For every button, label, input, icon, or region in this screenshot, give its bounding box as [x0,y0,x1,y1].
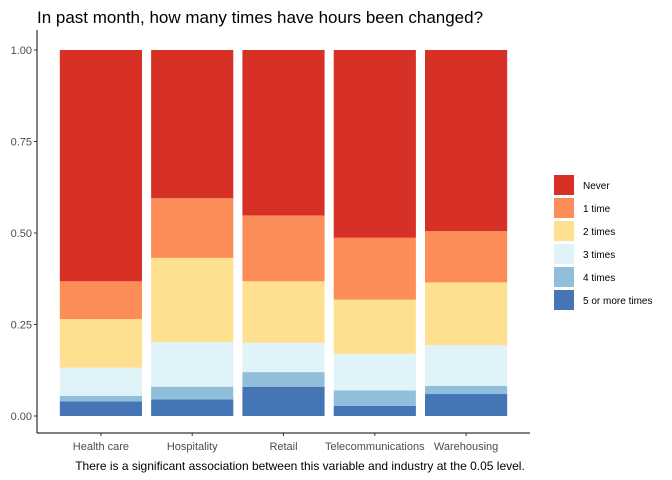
bar-segment [333,390,416,406]
legend-key [554,198,574,218]
bar-segment [242,281,325,343]
bar-segment [151,50,234,199]
bar-segment [425,231,508,283]
bar-segment [242,342,325,373]
chart-caption: There is a significant association betwe… [75,459,525,473]
bar-segment [59,401,142,416]
chart-title: In past month, how many times have hours… [37,8,483,27]
legend-key [554,244,574,264]
bars [59,50,508,416]
legend-key [554,175,574,195]
x-tick-label: Health care [73,441,129,453]
bar-segment [425,50,508,232]
bar-segment [242,215,325,282]
bar-segment [333,237,416,300]
legend-key [554,267,574,287]
x-tick-label: Warehousing [434,441,498,453]
x-tick-label: Telecommunications [325,441,425,453]
y-tick-label: 0.50 [11,228,32,240]
bar-segment [151,198,234,258]
bar-segment [59,319,142,368]
legend-label: 1 time [583,204,611,215]
bar-segment [333,353,416,391]
x-tick-label: Retail [269,441,297,453]
bar-segment [151,386,234,400]
bar-segment [242,372,325,387]
bar-segment [333,405,416,416]
bar-segment [425,385,508,395]
x-tick-label: Hospitality [167,441,218,453]
legend-label: 5 or more times [583,296,652,307]
bar-segment [59,281,142,320]
bar-segment [59,395,142,402]
legend-key [554,221,574,241]
legend-key [554,290,574,310]
bar-segment [425,282,508,345]
bar-segment [59,50,142,282]
bar-segment [333,299,416,354]
bar-segment [242,386,325,416]
bar-segment [151,399,234,416]
bar-segment [333,50,416,238]
y-tick-label: 0.00 [11,411,32,423]
legend-label: 3 times [583,250,615,261]
bar-segment [242,50,325,216]
legend-label: 4 times [583,273,615,284]
legend: Never 1 time 2 times 3 times 4 times 5 or mor… [554,175,652,310]
y-tick-label: 0.25 [11,320,32,332]
bar-segment [425,344,508,386]
legend-label: 2 times [583,227,615,238]
y-tick-label: 0.75 [11,137,32,149]
bar-segment [425,394,508,416]
y-tick-label: 1.00 [11,45,32,57]
legend-label: Never [583,181,610,192]
bar-segment [151,342,234,387]
bar-segment [59,367,142,396]
bar-segment [151,257,234,343]
axes: 0.00 0.25 0.50 0.75 1.00 Health care Hospitali… [11,30,530,453]
